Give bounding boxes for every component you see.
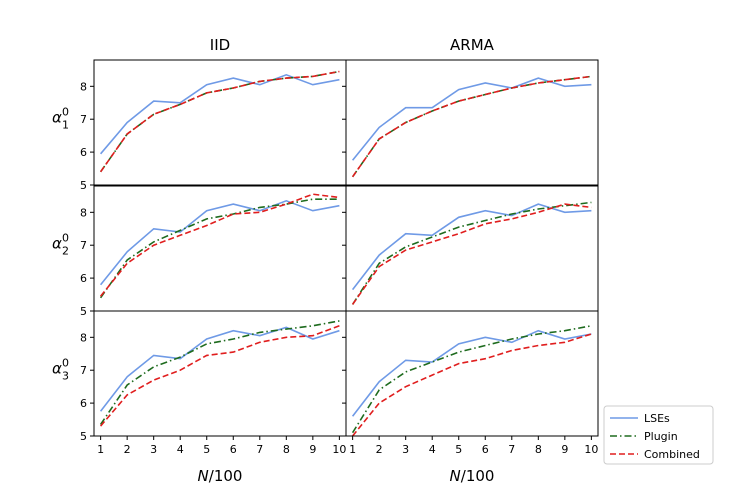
column-title: IID (210, 36, 230, 54)
row-label-sub: 1 (62, 119, 69, 132)
legend-label-plugin: Plugin (644, 430, 678, 443)
row-label: α 03 (52, 357, 69, 383)
x-tick-label: 10 (332, 443, 346, 456)
legend-box (603, 405, 714, 465)
series-line-combined (99, 325, 340, 427)
series-line-lses (99, 326, 340, 412)
x-tick-label: 10 (584, 443, 598, 456)
x-tick-label: 1 (349, 443, 356, 456)
column-title: ARMA (450, 36, 495, 54)
series-line-combined (99, 70, 340, 173)
row-label-base: α (52, 235, 62, 253)
x-tick-label: 9 (561, 443, 568, 456)
x-tick-label: 2 (124, 443, 131, 456)
row-label-sup: 0 (62, 357, 69, 370)
row-label-sub: 3 (62, 370, 69, 383)
series-line-lses (351, 203, 592, 291)
legend-label-lses: LSEs (644, 412, 670, 425)
x-tick-label: 4 (177, 443, 184, 456)
series-line-plugin (99, 70, 340, 173)
panel-r2-c1 (93, 185, 347, 312)
series-line-plugin (351, 325, 592, 434)
series-line-combined (351, 333, 592, 437)
panel-r3-c1 (93, 310, 347, 437)
x-tick-label: 9 (309, 443, 316, 456)
row-label-base: α (52, 360, 62, 378)
row-label-sup: 0 (62, 106, 69, 119)
series-line-combined (99, 193, 340, 297)
row-label-sub: 2 (62, 245, 69, 258)
panel-r2-c2 (345, 185, 599, 312)
panel-r1-c1 (93, 59, 347, 186)
row-label: α 01 (52, 106, 69, 132)
y-tick-label: 5 (80, 305, 87, 318)
x-tick-label: 5 (203, 443, 210, 456)
y-tick-label: 7 (80, 113, 87, 126)
series-line-lses (99, 73, 340, 155)
series-line-combined (351, 75, 592, 178)
y-tick-label: 7 (80, 239, 87, 252)
series-line-plugin (99, 198, 340, 299)
row-label-sup: 0 (62, 232, 69, 245)
x-tick-label: 8 (283, 443, 290, 456)
panel-r1-c2 (345, 59, 599, 186)
series-line-lses (351, 329, 592, 417)
y-tick-label: 8 (80, 80, 87, 93)
series-line-lses (351, 77, 592, 161)
y-tick-label: 6 (80, 272, 87, 285)
series-line-plugin (99, 320, 340, 425)
y-tick-label: 8 (80, 206, 87, 219)
row-label: α 02 (52, 232, 69, 258)
x-axis-label-rest: /100 (209, 467, 243, 485)
y-tick-label: 8 (80, 331, 87, 344)
x-tick-label: 7 (256, 443, 263, 456)
y-tick-label: 6 (80, 146, 87, 159)
legend: LSEs Plugin Combined (603, 405, 714, 465)
series-line-plugin (351, 75, 592, 178)
series-line-combined (351, 203, 592, 305)
row-label-base: α (52, 109, 62, 127)
y-tick-label: 5 (80, 430, 87, 443)
panel-frame (93, 59, 347, 186)
x-tick-label: 5 (455, 443, 462, 456)
panel-r3-c2 (345, 310, 599, 437)
x-tick-label: 3 (150, 443, 157, 456)
x-axis-label: N/100 (198, 467, 243, 485)
x-tick-label: 6 (230, 443, 237, 456)
panel-frame (345, 310, 599, 437)
x-tick-label: 2 (376, 443, 383, 456)
x-tick-label: 3 (402, 443, 409, 456)
legend-label-combined: Combined (644, 448, 700, 461)
x-axis-label-var: N (450, 467, 461, 485)
y-tick-label: 6 (80, 397, 87, 410)
series-line-plugin (351, 201, 592, 305)
x-tick-label: 6 (482, 443, 489, 456)
x-axis-label-rest: /100 (461, 467, 495, 485)
y-tick-label: 5 (80, 179, 87, 192)
y-tick-label: 7 (80, 364, 87, 377)
x-tick-label: 7 (508, 443, 515, 456)
x-tick-label: 1 (97, 443, 104, 456)
x-tick-label: 4 (429, 443, 436, 456)
x-axis-label-var: N (198, 467, 209, 485)
x-axis-label: N/100 (450, 467, 495, 485)
series-line-lses (99, 199, 340, 286)
x-tick-label: 8 (535, 443, 542, 456)
panel-frame (345, 59, 599, 186)
